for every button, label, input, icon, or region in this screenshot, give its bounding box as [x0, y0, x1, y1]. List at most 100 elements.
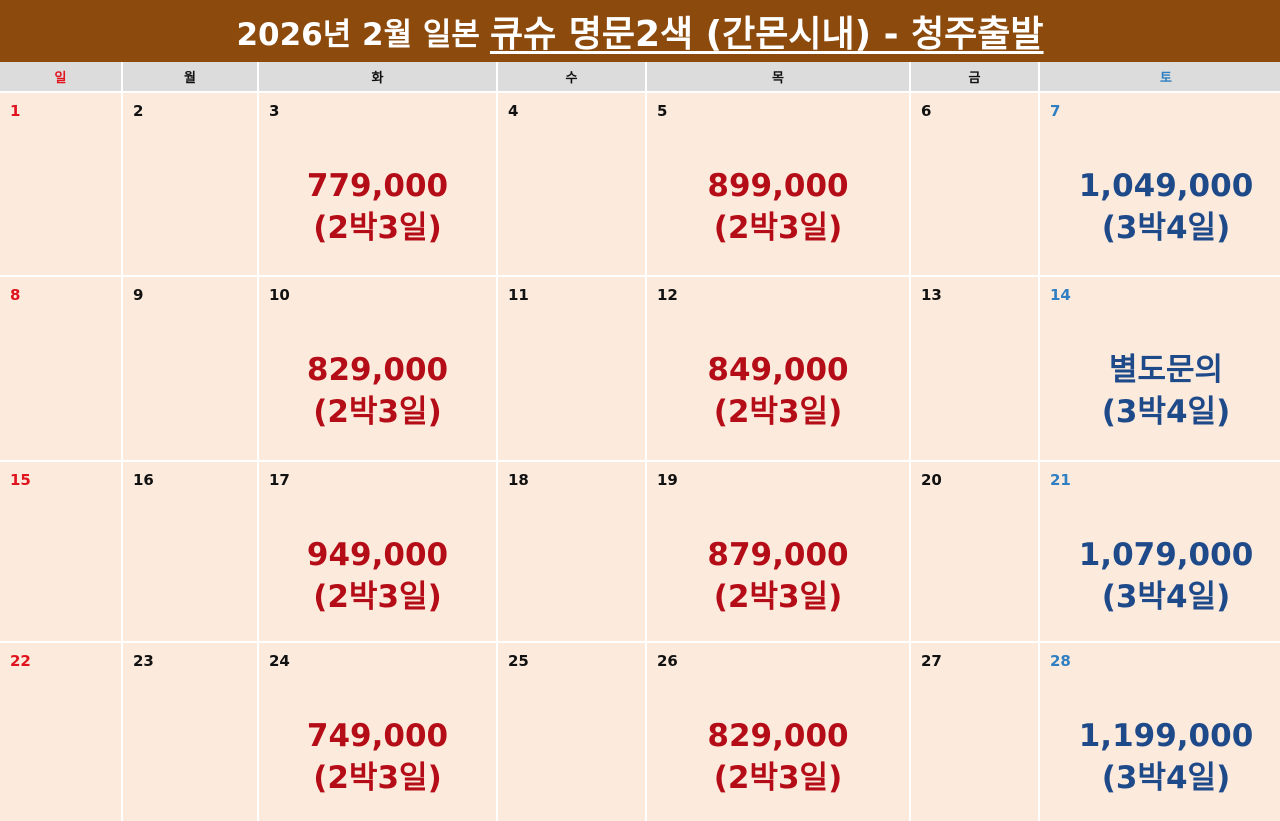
calendar-day-cell: 14 별도문의 (3박4일) — [1040, 277, 1280, 460]
tour-duration: (2박3일) — [713, 760, 843, 796]
calendar-day-cell: 17 949,000 (2박3일) — [259, 462, 496, 641]
day-number: 28 — [1050, 652, 1071, 670]
title-banner: 2026년 2월 일본 큐슈 명문2색 (간몬시내) - 청주출발 — [0, 0, 1280, 62]
day-number: 10 — [269, 286, 290, 304]
weekday-header-1: 월 — [123, 62, 257, 91]
tour-price: 1,049,000 — [1078, 168, 1254, 204]
calendar-day-cell: 23 — [123, 643, 257, 821]
day-number: 17 — [269, 471, 290, 489]
tour-duration: (2박3일) — [313, 210, 442, 246]
calendar-day-cell: 18 — [498, 462, 645, 641]
calendar-day-cell: 25 — [498, 643, 645, 821]
calendar-day-cell: 26 829,000 (2박3일) — [647, 643, 909, 821]
tour-duration: (2박3일) — [313, 760, 442, 796]
calendar-day-cell: 11 — [498, 277, 645, 460]
title-main: 2026년 2월 일본 — [236, 16, 480, 53]
calendar-day-cell: 1 — [0, 93, 121, 275]
calendar-day-cell: 2 — [123, 93, 257, 275]
day-number: 14 — [1050, 286, 1071, 304]
tour-duration: (2박3일) — [713, 579, 843, 615]
calendar-day-cell: 20 — [911, 462, 1038, 641]
tour-price-block: 899,000 (2박3일) — [647, 165, 909, 249]
calendar-day-cell: 3 779,000 (2박3일) — [259, 93, 496, 275]
day-number: 4 — [508, 102, 519, 120]
day-number: 5 — [657, 102, 668, 120]
tour-price: 1,199,000 — [1078, 718, 1254, 754]
tour-price-block: 1,079,000 (3박4일) — [1040, 534, 1280, 618]
day-number: 12 — [657, 286, 678, 304]
tour-price: 849,000 — [707, 352, 849, 388]
tour-price-block: 1,049,000 (3박4일) — [1040, 165, 1280, 249]
tour-duration: (2박3일) — [713, 210, 843, 246]
tour-price: 별도문의 — [1108, 352, 1224, 388]
tour-duration: (3박4일) — [1101, 210, 1231, 246]
day-number: 26 — [657, 652, 678, 670]
calendar-day-cell: 6 — [911, 93, 1038, 275]
calendar-day-cell: 12 849,000 (2박3일) — [647, 277, 909, 460]
calendar-day-cell: 16 — [123, 462, 257, 641]
day-number: 8 — [10, 286, 21, 304]
tour-price: 829,000 — [707, 718, 849, 754]
tour-price: 829,000 — [306, 352, 449, 388]
tour-price-block: 1,199,000 (3박4일) — [1040, 715, 1280, 799]
calendar-day-cell: 15 — [0, 462, 121, 641]
weekday-header-5: 금 — [911, 62, 1038, 91]
tour-price-block: 879,000 (2박3일) — [647, 534, 909, 618]
weekday-header-4: 목 — [647, 62, 909, 91]
calendar-day-cell: 9 — [123, 277, 257, 460]
day-number: 16 — [133, 471, 154, 489]
tour-duration: (3박4일) — [1101, 579, 1231, 615]
tour-price: 879,000 — [707, 537, 849, 573]
tour-duration: (2박3일) — [713, 394, 843, 430]
tour-price: 949,000 — [306, 537, 449, 573]
calendar-day-cell: 19 879,000 (2박3일) — [647, 462, 909, 641]
day-number: 18 — [508, 471, 529, 489]
day-number: 9 — [133, 286, 144, 304]
weekday-header-0: 일 — [0, 62, 121, 91]
day-number: 2 — [133, 102, 144, 120]
day-number: 20 — [921, 471, 942, 489]
tour-duration: (3박4일) — [1101, 394, 1231, 430]
calendar-day-cell: 4 — [498, 93, 645, 275]
tour-price-block: 829,000 (2박3일) — [647, 715, 909, 799]
calendar-grid: 일 월 화 수 목 금 토 1 2 3 779,000 (2박3일) 4 5 899,000 (2박3일) 6 7… — [0, 62, 1280, 821]
day-number: 27 — [921, 652, 942, 670]
day-number: 15 — [10, 471, 31, 489]
day-number: 3 — [269, 102, 280, 120]
day-number: 1 — [10, 102, 21, 120]
tour-price: 1,079,000 — [1078, 537, 1254, 573]
tour-price-block: 749,000 (2박3일) — [259, 715, 496, 799]
day-number: 19 — [657, 471, 678, 489]
title-highlight: 큐슈 명문2색 (간몬시내) - 청주출발 — [489, 14, 1044, 55]
tour-price-block: 829,000 (2박3일) — [259, 349, 496, 433]
day-number: 13 — [921, 286, 942, 304]
weekday-header-2: 화 — [259, 62, 496, 91]
calendar-day-cell: 28 1,199,000 (3박4일) — [1040, 643, 1280, 821]
day-number: 25 — [508, 652, 529, 670]
day-number: 24 — [269, 652, 290, 670]
tour-price-block: 849,000 (2박3일) — [647, 349, 909, 433]
calendar-day-cell: 8 — [0, 277, 121, 460]
tour-duration: (3박4일) — [1101, 760, 1231, 796]
day-number: 22 — [10, 652, 31, 670]
calendar-day-cell: 13 — [911, 277, 1038, 460]
calendar-day-cell: 27 — [911, 643, 1038, 821]
calendar-day-cell: 7 1,049,000 (3박4일) — [1040, 93, 1280, 275]
calendar-day-cell: 21 1,079,000 (3박4일) — [1040, 462, 1280, 641]
weekday-header-3: 수 — [498, 62, 645, 91]
calendar-day-cell: 22 — [0, 643, 121, 821]
calendar-day-cell: 24 749,000 (2박3일) — [259, 643, 496, 821]
day-number: 21 — [1050, 471, 1071, 489]
tour-price: 899,000 — [707, 168, 849, 204]
day-number: 23 — [133, 652, 154, 670]
tour-price: 779,000 — [306, 168, 449, 204]
day-number: 6 — [921, 102, 932, 120]
weekday-header-6: 토 — [1040, 62, 1280, 91]
day-number: 11 — [508, 286, 529, 304]
tour-price-block: 949,000 (2박3일) — [259, 534, 496, 618]
calendar-day-cell: 5 899,000 (2박3일) — [647, 93, 909, 275]
day-number: 7 — [1050, 102, 1061, 120]
tour-price-block: 779,000 (2박3일) — [259, 165, 496, 249]
tour-duration: (2박3일) — [313, 579, 442, 615]
calendar-day-cell: 10 829,000 (2박3일) — [259, 277, 496, 460]
